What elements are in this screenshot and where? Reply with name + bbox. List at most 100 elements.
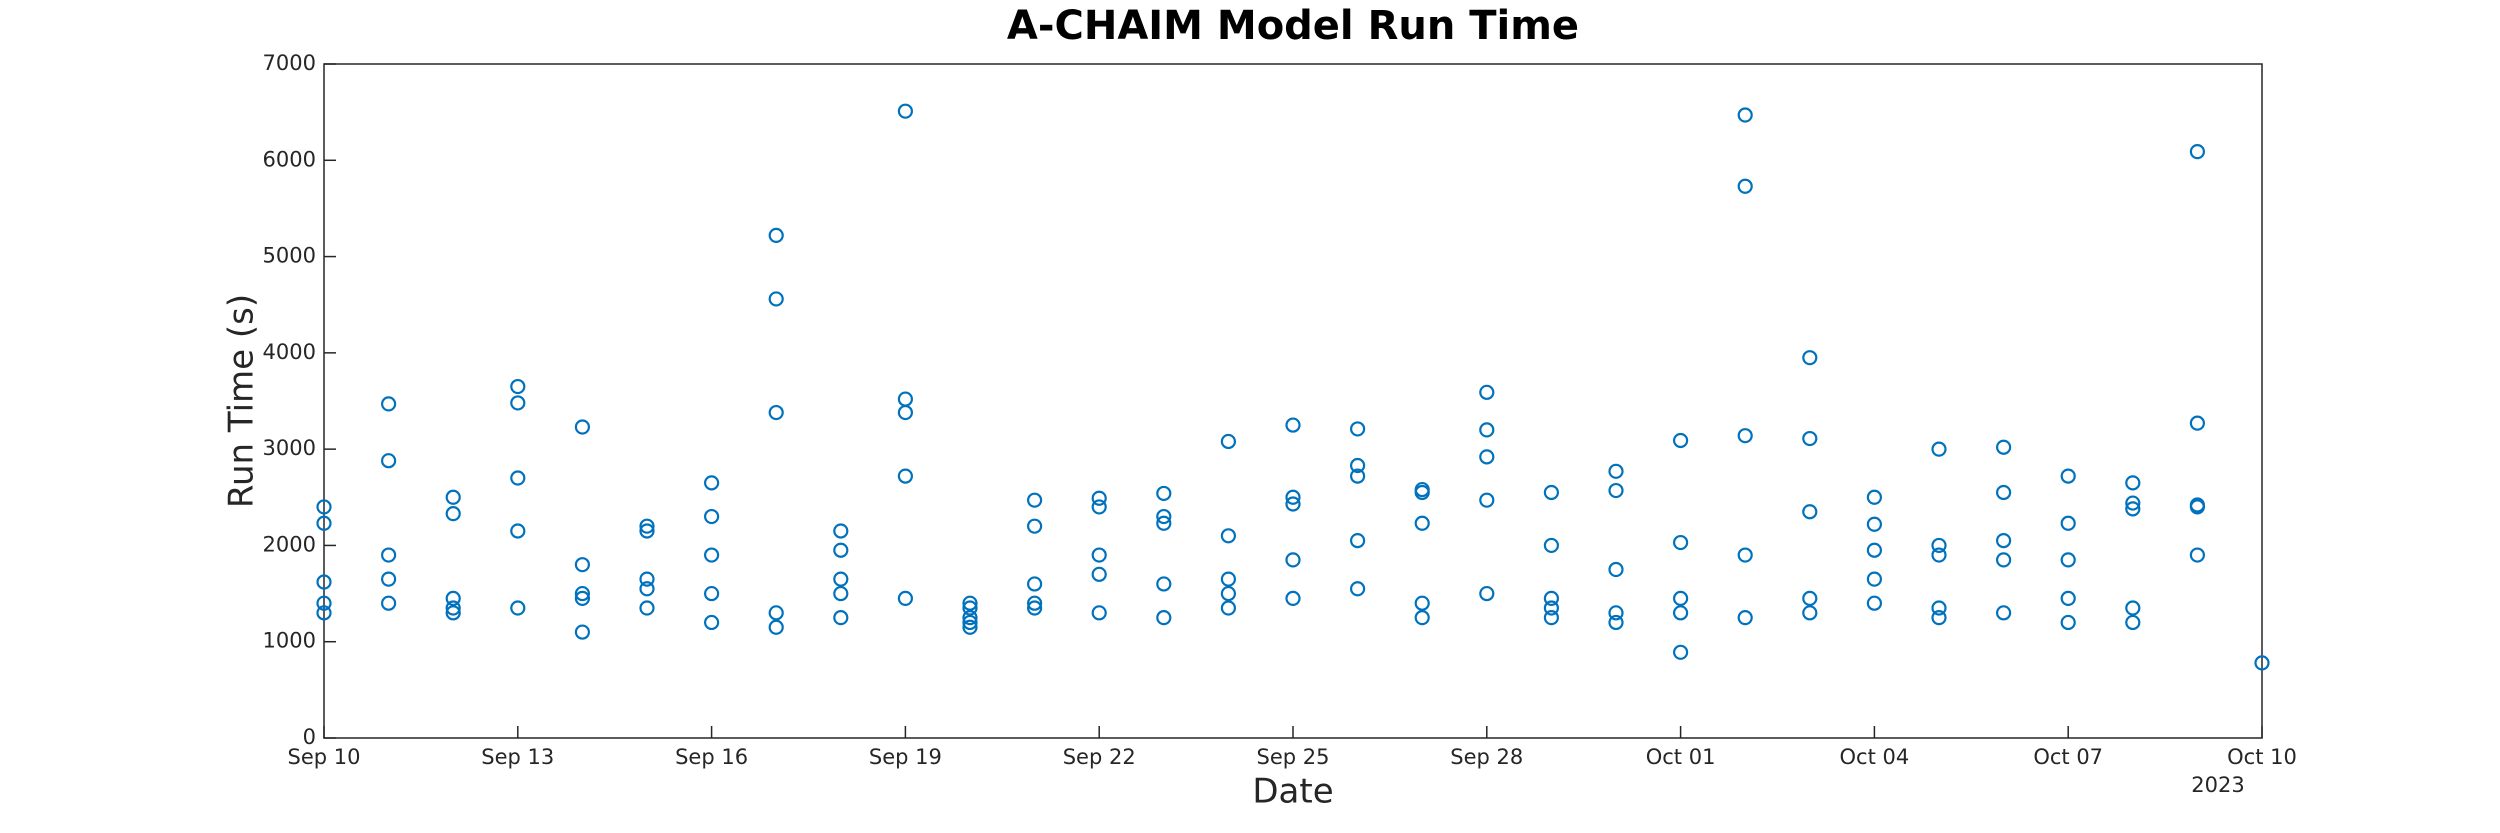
data-point	[510, 378, 526, 395]
data-point	[1220, 528, 1237, 544]
y-tick-label: 3000	[263, 436, 316, 460]
data-point	[1608, 482, 1624, 499]
data-point	[1091, 566, 1107, 582]
data-point	[2125, 614, 2141, 631]
data-point	[639, 523, 655, 539]
data-point	[1156, 515, 1172, 531]
data-point	[2060, 552, 2076, 568]
data-point	[639, 600, 655, 616]
data-point	[897, 391, 914, 407]
data-point	[1285, 590, 1301, 606]
data-point	[1608, 463, 1624, 479]
x-tick-label: Sep 10	[288, 745, 361, 769]
data-point	[833, 542, 849, 558]
x-tick-label: Sep 28	[1450, 745, 1523, 769]
y-tick-label: 7000	[263, 51, 316, 75]
data-point	[2060, 515, 2076, 531]
data-point	[381, 396, 397, 412]
y-axis-label: Run Time (s)	[222, 294, 262, 508]
data-point	[2060, 590, 2076, 606]
data-point	[1737, 178, 1753, 194]
data-point	[2254, 655, 2270, 671]
data-point	[1737, 428, 1753, 444]
data-point	[1866, 595, 1883, 611]
data-point	[1479, 449, 1495, 465]
data-point	[1543, 537, 1560, 554]
data-point	[962, 610, 978, 626]
data-point	[703, 614, 720, 631]
data-point	[1866, 516, 1883, 532]
x-tick-label: Sep 25	[1257, 745, 1330, 769]
data-point	[1026, 518, 1043, 534]
data-point	[2189, 497, 2205, 513]
data-point	[1026, 576, 1043, 592]
chart-title: A-CHAIM Model Run Time	[1007, 3, 1579, 49]
data-point	[510, 523, 526, 539]
data-point	[1672, 590, 1689, 606]
data-point	[381, 595, 397, 611]
data-point	[1414, 481, 1430, 498]
data-point	[574, 624, 591, 640]
x-tick-label: Sep 16	[675, 745, 748, 769]
data-point	[1608, 605, 1624, 621]
data-point	[1995, 552, 2012, 568]
data-point	[1414, 610, 1430, 626]
data-point	[768, 227, 784, 243]
x-tick-label: Oct 04	[1840, 745, 1910, 769]
data-point	[1479, 492, 1495, 508]
data-point	[1737, 107, 1753, 123]
data-point	[703, 475, 720, 491]
data-point	[1672, 534, 1689, 551]
data-point	[962, 600, 978, 616]
data-point	[703, 585, 720, 602]
data-point	[703, 547, 720, 563]
data-point	[1091, 547, 1107, 563]
data-point	[833, 585, 849, 602]
data-point	[316, 595, 332, 611]
data-point	[1026, 595, 1043, 611]
data-point	[962, 619, 978, 635]
data-point	[768, 619, 784, 635]
data-point	[445, 590, 461, 606]
y-tick-label: 1000	[263, 629, 316, 653]
data-point	[1091, 605, 1107, 621]
data-point	[381, 547, 397, 563]
data-point	[1802, 430, 1818, 447]
data-point	[2060, 614, 2076, 631]
data-point	[1737, 610, 1753, 626]
data-point	[1349, 421, 1366, 437]
data-point	[1995, 439, 2012, 455]
x-tick-label: Sep 22	[1063, 745, 1136, 769]
data-point	[1349, 533, 1366, 549]
data-point	[639, 518, 655, 534]
data-point	[381, 571, 397, 587]
x-tick-label: Oct 01	[1646, 745, 1716, 769]
data-point	[1802, 350, 1818, 366]
data-point	[2060, 468, 2076, 484]
y-tick-label: 6000	[263, 147, 316, 171]
data-point	[1091, 490, 1107, 506]
data-point	[445, 600, 461, 616]
data-point	[316, 499, 332, 515]
data-point	[833, 610, 849, 626]
plot-frame	[323, 63, 2263, 739]
data-point	[1349, 581, 1366, 597]
data-point	[1479, 422, 1495, 438]
data-point	[1156, 508, 1172, 525]
data-point	[833, 523, 849, 539]
data-point	[1672, 644, 1689, 660]
data-point	[1220, 571, 1237, 587]
data-point	[703, 508, 720, 525]
data-point	[1285, 496, 1301, 512]
data-point	[1543, 600, 1560, 616]
data-point	[574, 419, 591, 435]
y-tick-label: 2000	[263, 532, 316, 556]
data-point	[1156, 610, 1172, 626]
data-point	[1931, 610, 1947, 626]
data-point	[445, 506, 461, 522]
data-point	[1995, 533, 2012, 549]
data-point	[510, 470, 526, 486]
data-point	[1349, 468, 1366, 484]
data-point	[1156, 576, 1172, 592]
